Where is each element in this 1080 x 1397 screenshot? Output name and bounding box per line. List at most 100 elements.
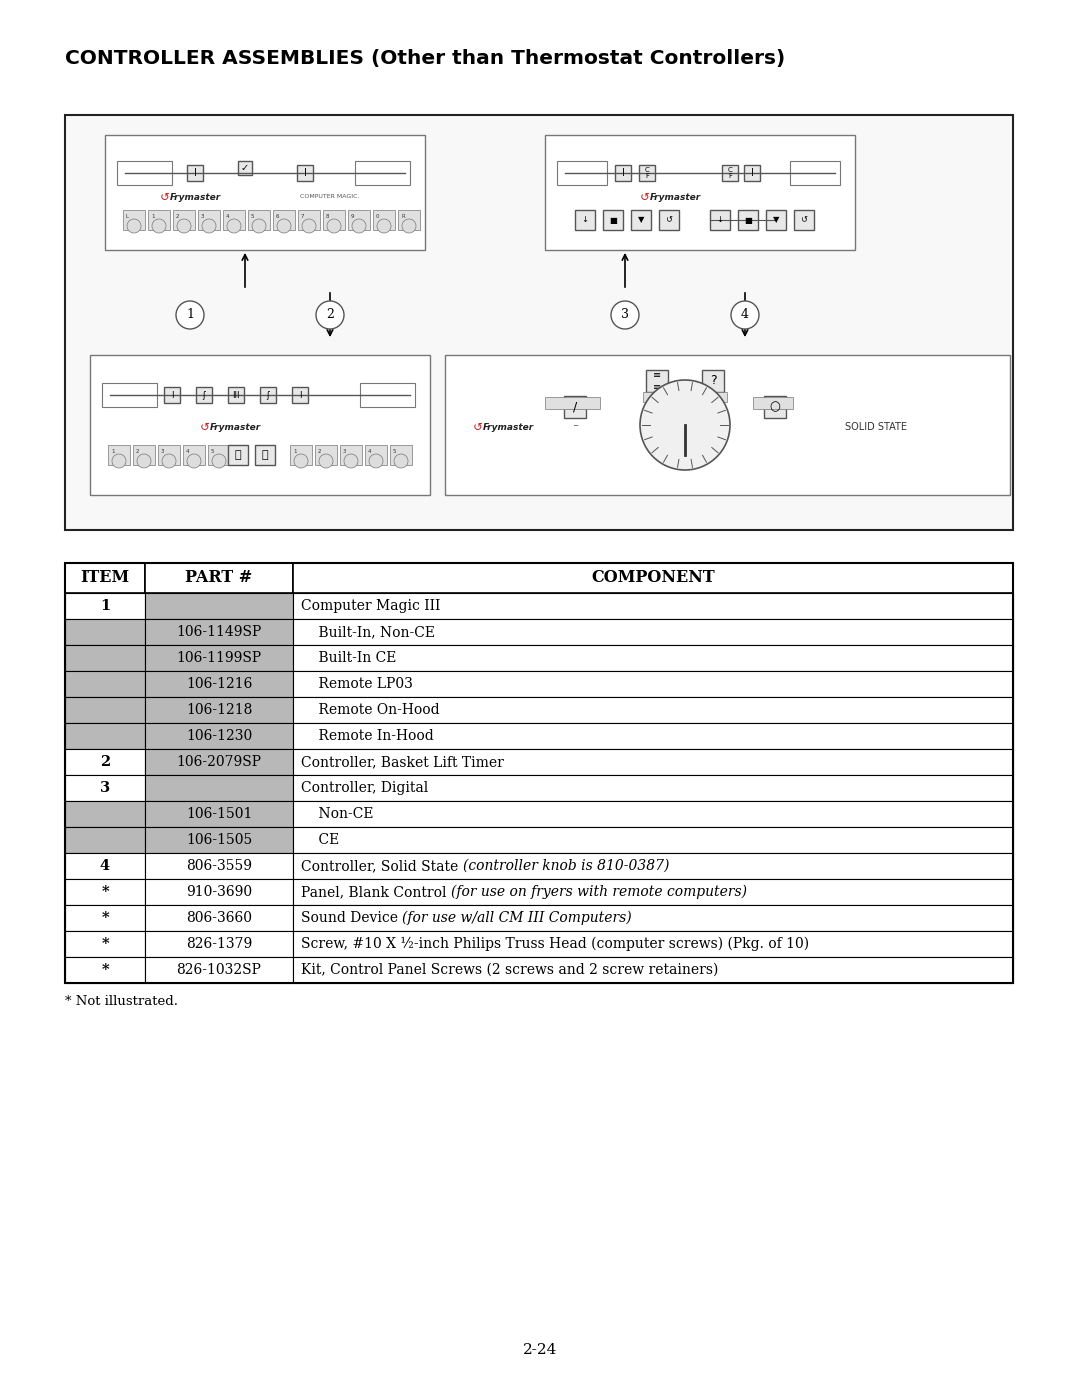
Bar	[238, 161, 252, 175]
Text: 106-1199SP: 106-1199SP	[176, 651, 261, 665]
Bar	[789, 161, 840, 184]
Bar	[228, 387, 244, 402]
Bar	[164, 387, 180, 402]
Bar	[145, 957, 293, 983]
Bar	[65, 115, 1013, 529]
Text: I: I	[193, 168, 197, 177]
Text: Frymaster: Frymaster	[483, 422, 535, 432]
Bar	[744, 165, 760, 182]
Bar	[753, 397, 793, 409]
Bar	[158, 446, 180, 465]
Text: Built-In, Non-CE: Built-In, Non-CE	[301, 624, 435, 638]
Text: III: III	[232, 391, 240, 400]
Text: (for use w/all CM III Computers): (for use w/all CM III Computers)	[403, 911, 632, 925]
Circle shape	[327, 219, 341, 233]
Text: Sound Device: Sound Device	[301, 911, 403, 925]
Bar	[373, 210, 395, 231]
Text: ↺: ↺	[665, 215, 673, 225]
Bar	[723, 165, 738, 182]
Text: 106-1218: 106-1218	[186, 703, 253, 717]
Text: 1: 1	[99, 599, 110, 613]
Text: 806-3660: 806-3660	[186, 911, 252, 925]
Text: Controller, Digital: Controller, Digital	[301, 781, 429, 795]
Text: 1: 1	[111, 448, 114, 454]
Bar	[639, 165, 654, 182]
Bar	[557, 161, 607, 184]
Circle shape	[611, 300, 639, 330]
Bar	[145, 645, 293, 671]
Text: CONTROLLER ASSEMBLIES (Other than Thermostat Controllers): CONTROLLER ASSEMBLIES (Other than Thermo…	[65, 49, 785, 68]
Text: *: *	[102, 886, 109, 900]
Circle shape	[202, 219, 216, 233]
Text: 3: 3	[621, 309, 629, 321]
Circle shape	[112, 454, 126, 468]
Text: 826-1379: 826-1379	[186, 937, 252, 951]
Circle shape	[227, 219, 241, 233]
Bar	[323, 210, 345, 231]
Bar	[643, 393, 671, 402]
Text: 6: 6	[276, 214, 280, 219]
Bar	[292, 387, 308, 402]
Text: ʃ: ʃ	[267, 391, 269, 400]
Text: Controller, Solid State: Controller, Solid State	[301, 859, 462, 873]
Bar	[145, 800, 293, 827]
Bar	[365, 446, 387, 465]
Text: Remote On-Hood: Remote On-Hood	[301, 703, 440, 717]
Text: 3: 3	[201, 214, 204, 219]
Text: CE: CE	[301, 833, 339, 847]
Text: 4: 4	[186, 448, 189, 454]
Bar	[738, 210, 758, 231]
Circle shape	[212, 454, 226, 468]
Text: 9: 9	[351, 214, 354, 219]
Text: ↺: ↺	[473, 420, 483, 433]
Bar	[145, 905, 293, 930]
Circle shape	[187, 454, 201, 468]
Bar	[228, 446, 248, 465]
Bar	[145, 854, 293, 879]
Text: ↺: ↺	[800, 215, 808, 225]
Bar	[65, 671, 145, 697]
Bar	[390, 446, 411, 465]
Text: (controller knob is 810-0387): (controller knob is 810-0387)	[462, 859, 669, 873]
Text: ʃ: ʃ	[203, 391, 205, 400]
Bar	[702, 370, 724, 393]
Text: SOLID STATE: SOLID STATE	[845, 422, 907, 432]
Circle shape	[177, 219, 191, 233]
Bar	[794, 210, 814, 231]
Bar	[133, 446, 156, 465]
Text: ↺: ↺	[640, 190, 650, 204]
Text: I: I	[751, 168, 754, 177]
Bar	[65, 563, 145, 592]
Circle shape	[176, 300, 204, 330]
Bar	[545, 136, 855, 250]
Bar	[293, 749, 1013, 775]
Bar	[293, 697, 1013, 724]
Text: 5: 5	[393, 448, 396, 454]
Bar	[195, 387, 212, 402]
Text: Kit, Control Panel Screws (2 screws and 2 screw retainers): Kit, Control Panel Screws (2 screws and …	[301, 963, 718, 977]
Bar	[65, 879, 145, 905]
Circle shape	[127, 219, 141, 233]
Text: 4: 4	[368, 448, 372, 454]
Bar	[65, 957, 145, 983]
Text: * Not illustrated.: * Not illustrated.	[65, 995, 178, 1009]
Text: 4: 4	[226, 214, 229, 219]
Text: 1: 1	[293, 448, 297, 454]
Text: Remote In-Hood: Remote In-Hood	[301, 729, 434, 743]
Bar	[293, 592, 1013, 619]
Text: ?: ?	[710, 374, 716, 387]
Text: ✓: ✓	[241, 163, 249, 173]
Circle shape	[276, 219, 291, 233]
Bar	[293, 930, 1013, 957]
Text: PART #: PART #	[186, 570, 253, 587]
Text: 2: 2	[176, 214, 179, 219]
Circle shape	[394, 454, 408, 468]
Bar	[65, 749, 145, 775]
Text: 0: 0	[376, 214, 379, 219]
Circle shape	[640, 380, 730, 469]
Text: ITEM: ITEM	[80, 570, 130, 587]
Text: 4: 4	[741, 309, 750, 321]
Bar	[183, 446, 205, 465]
Text: 1: 1	[151, 214, 154, 219]
Circle shape	[731, 300, 759, 330]
